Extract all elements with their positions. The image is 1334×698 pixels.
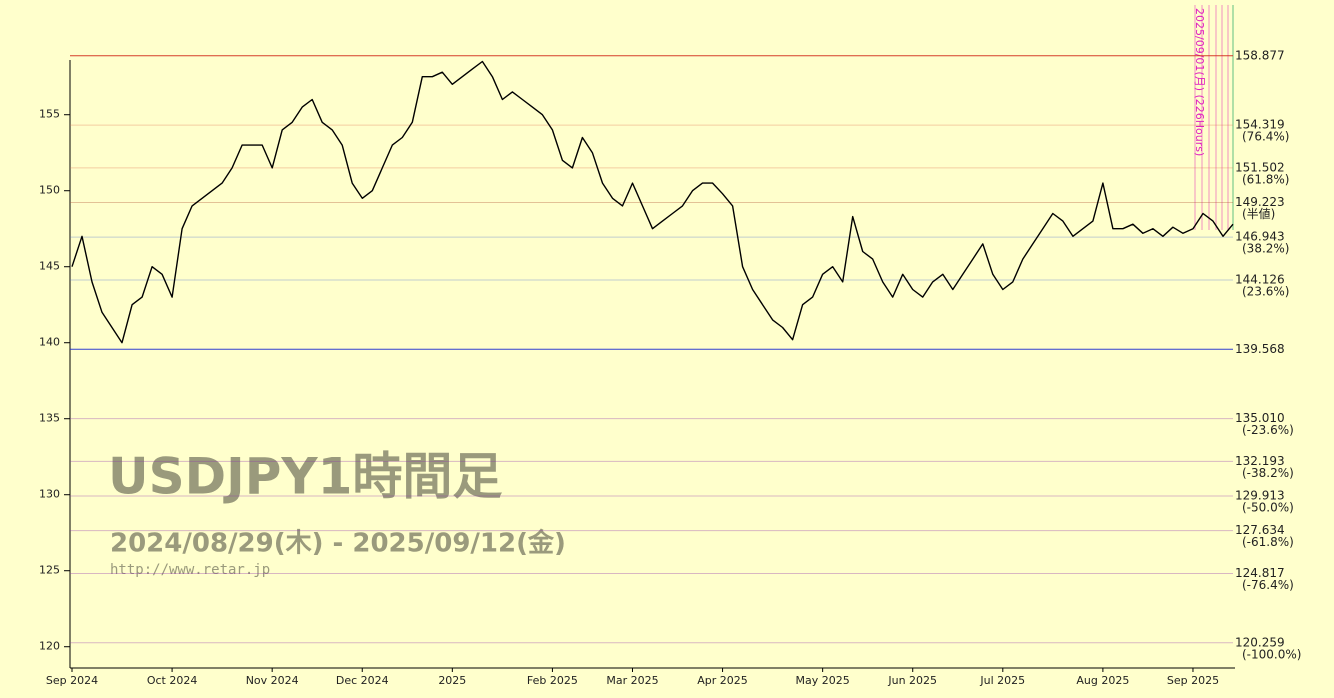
level-label: 154.319 — [1235, 118, 1285, 132]
level-label: 127.634 — [1235, 523, 1285, 537]
level-label: 149.223 — [1235, 195, 1285, 209]
watermark-source: http://www.retar.jp — [110, 562, 270, 578]
level-note: (61.8%) — [1242, 172, 1289, 186]
x-tick-label: Mar 2025 — [606, 674, 658, 687]
x-tick-label: Feb 2025 — [527, 674, 578, 687]
watermark-subtitle: 2024/08/29(木) - 2025/09/12(金) — [110, 528, 566, 559]
x-tick-label: Jun 2025 — [887, 674, 937, 687]
level-label: 139.568 — [1235, 342, 1285, 356]
x-tick-label: Apr 2025 — [697, 674, 748, 687]
level-label: 146.943 — [1235, 230, 1285, 244]
x-tick-label: Jul 2025 — [979, 674, 1025, 687]
level-note: (-76.4%) — [1242, 578, 1294, 592]
level-label: 120.259 — [1235, 635, 1285, 649]
y-tick-label: 155 — [39, 108, 60, 121]
y-tick-label: 130 — [39, 488, 60, 501]
x-tick-label: Sep 2025 — [1167, 674, 1219, 687]
level-note: (38.2%) — [1242, 242, 1289, 256]
annotation: 2025/09/01(月) (226Hours) — [1193, 8, 1206, 156]
x-tick-label: Nov 2024 — [246, 674, 299, 687]
level-note: (23.6%) — [1242, 285, 1289, 299]
y-tick-label: 140 — [39, 336, 60, 349]
y-tick-label: 145 — [39, 260, 60, 273]
level-label: 151.502 — [1235, 160, 1285, 174]
level-label: 129.913 — [1235, 489, 1285, 503]
y-tick-label: 150 — [39, 184, 60, 197]
level-label: 144.126 — [1235, 273, 1285, 287]
level-label: 158.877 — [1235, 48, 1285, 62]
y-tick-label: 120 — [39, 640, 60, 653]
x-tick-label: 2025 — [438, 674, 466, 687]
level-label: 135.010 — [1235, 411, 1285, 425]
level-note: (-38.2%) — [1242, 466, 1294, 480]
x-tick-label: May 2025 — [796, 674, 850, 687]
level-note: (半値) — [1242, 206, 1275, 221]
annotation-lines — [1194, 5, 1234, 230]
level-note: (-61.8%) — [1242, 535, 1294, 549]
level-note: (-50.0%) — [1242, 501, 1294, 515]
level-label: 124.817 — [1235, 566, 1285, 580]
level-note: (76.4%) — [1242, 130, 1289, 144]
y-tick-label: 135 — [39, 412, 60, 425]
price-line — [71, 60, 1234, 344]
level-label: 132.193 — [1235, 454, 1285, 468]
y-tick-label: 125 — [39, 564, 60, 577]
x-tick-label: Aug 2025 — [1076, 674, 1129, 687]
watermark-title: USDJPY1時間足 — [108, 448, 502, 506]
x-tick-label: Oct 2024 — [147, 674, 198, 687]
x-tick-label: Sep 2024 — [46, 674, 98, 687]
level-note: (-23.6%) — [1242, 423, 1294, 437]
level-note: (-100.0%) — [1242, 647, 1301, 661]
x-tick-label: Dec 2024 — [336, 674, 389, 687]
